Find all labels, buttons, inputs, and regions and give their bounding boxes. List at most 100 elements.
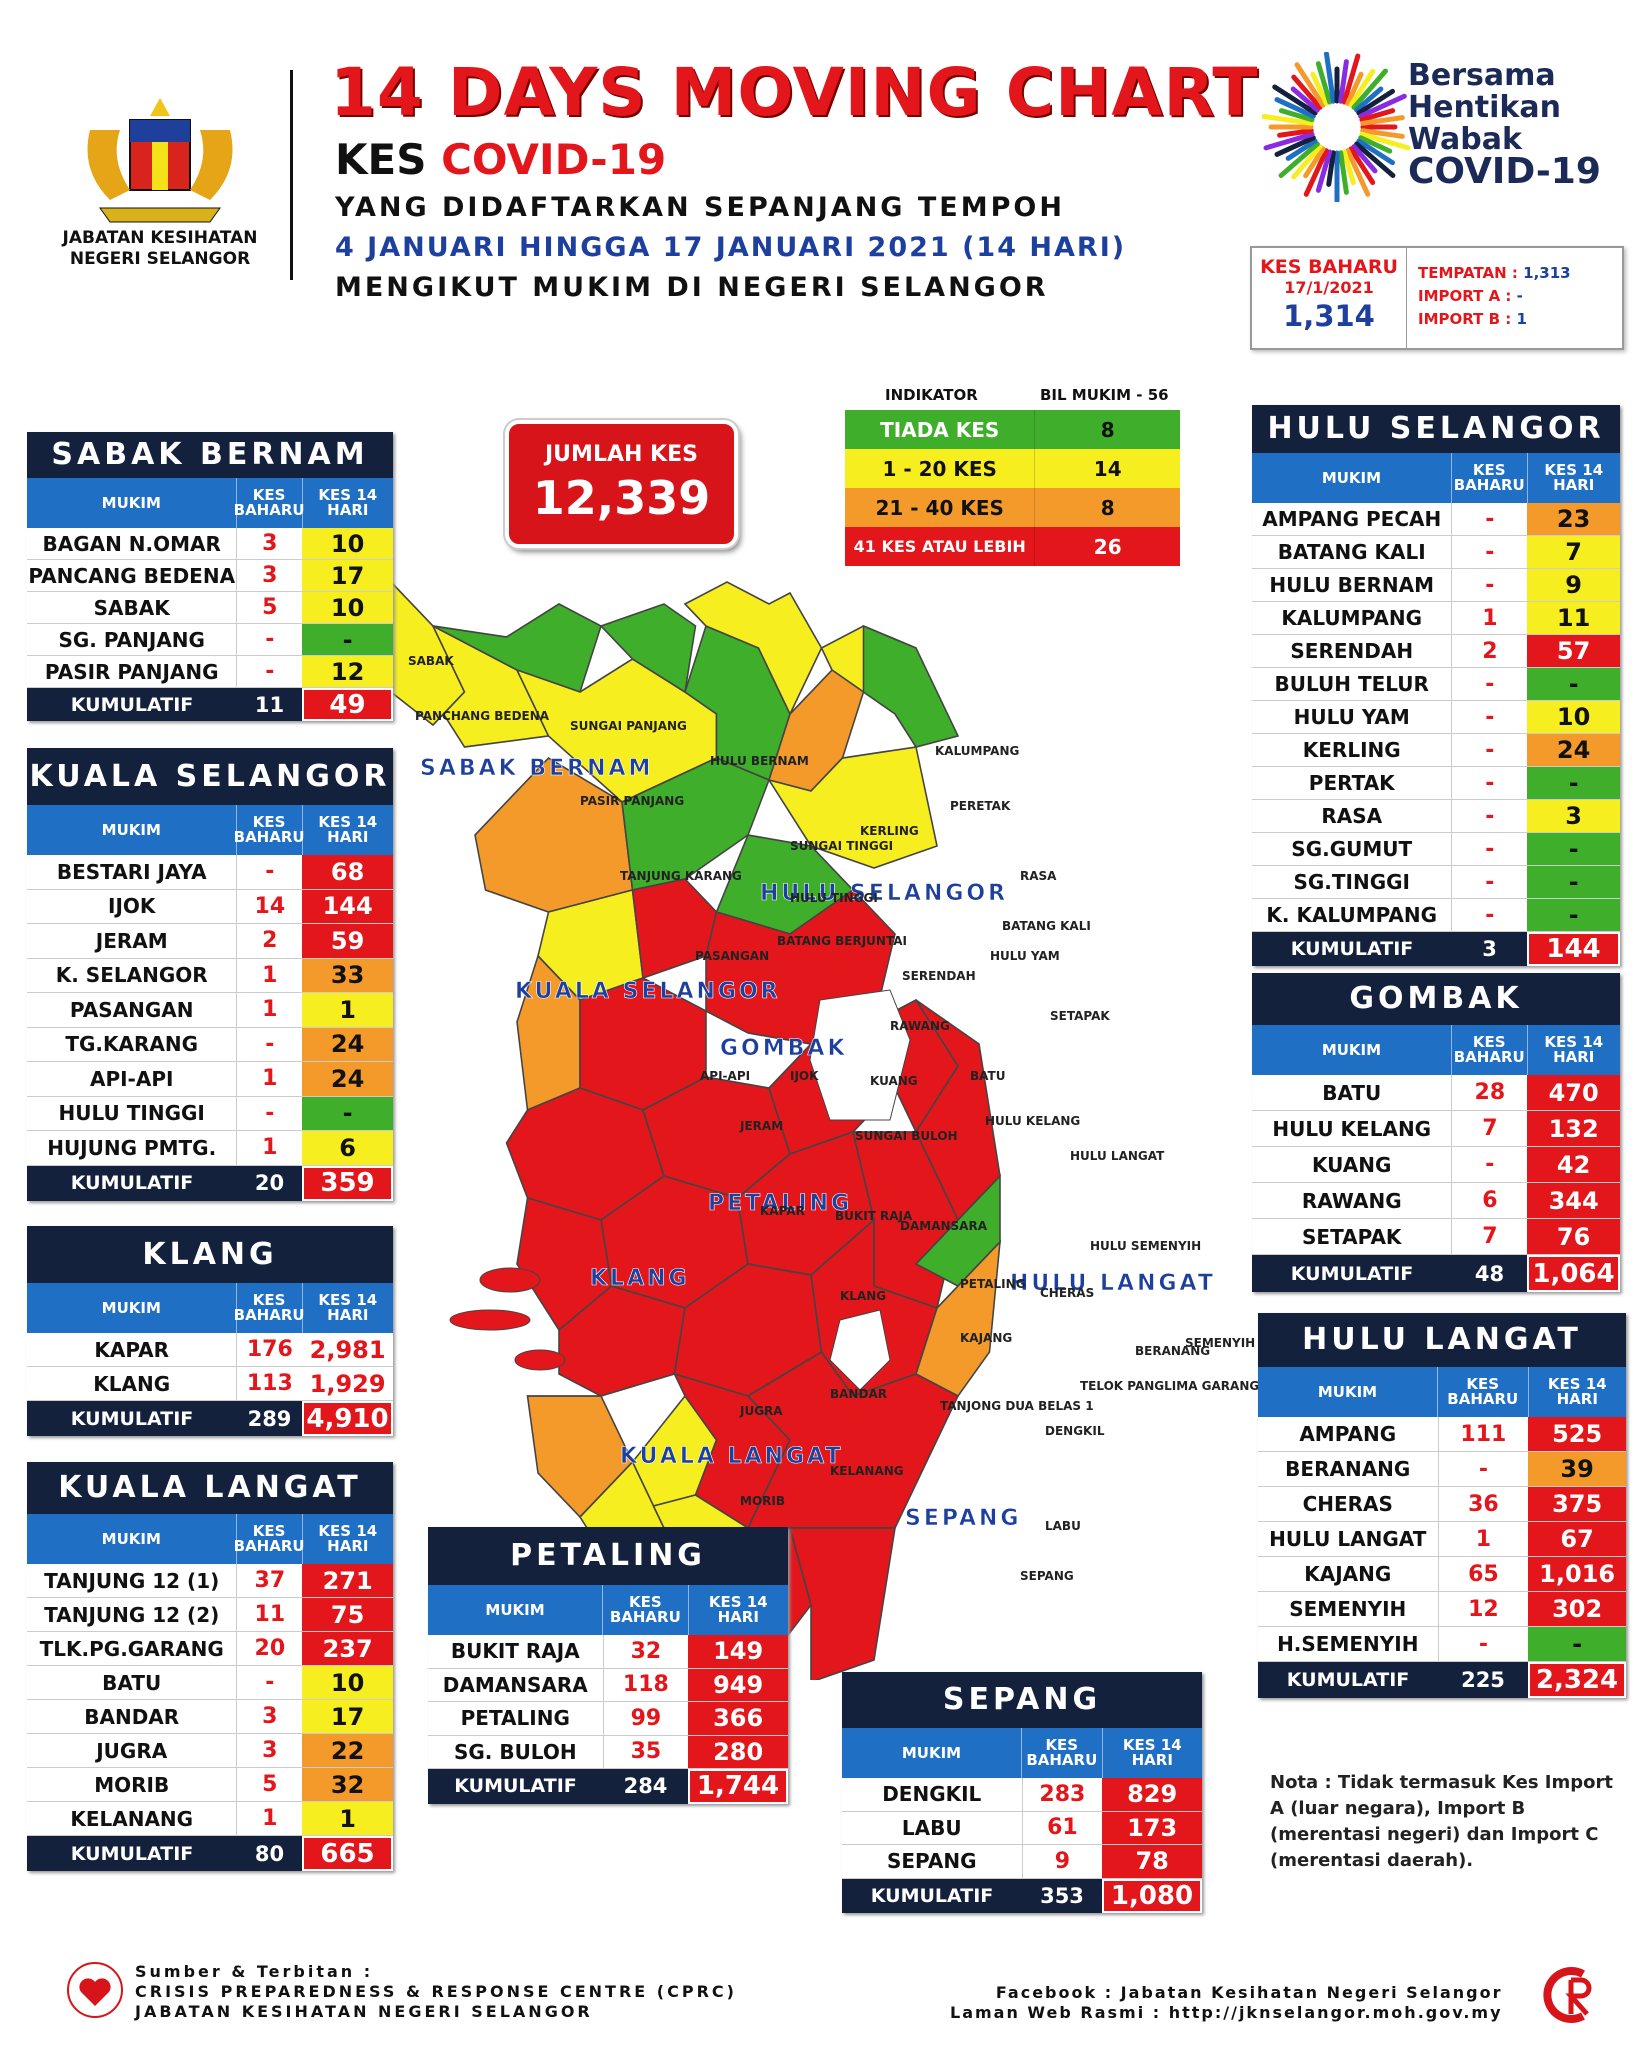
column-headers: MUKIM KES BAHARU KES 14 HARI	[1252, 453, 1620, 503]
mukim-name: TANJUNG 12 (1)	[44, 1568, 220, 1593]
map-mukim-label: JERAM	[739, 1119, 783, 1133]
mukim-name: HUJUNG PMTG.	[47, 1135, 217, 1160]
cumulative-new: 80	[254, 1841, 285, 1866]
map-mukim-label: TANJONG DUA BELAS 1	[940, 1399, 1094, 1413]
logo-ray	[1345, 148, 1371, 197]
table-hulu-selangor: HULU SELANGOR MUKIM KES BAHARU KES 14 HARI A…	[1252, 405, 1620, 966]
table-row: SG.TINGGI - -	[1252, 866, 1620, 899]
logo-ray	[1345, 71, 1364, 106]
column-header-baharu: KES BAHARU	[234, 805, 305, 855]
cumulative-new: 353	[1040, 1883, 1084, 1908]
mukim-name: HULU KELANG	[1272, 1116, 1432, 1141]
table-row: BATU 28 470	[1252, 1075, 1620, 1111]
column-headers: MUKIM KES BAHARU KES 14 HARI	[1252, 1025, 1620, 1075]
column-header-hari: KES 14 HARI	[1527, 1367, 1626, 1417]
district-title: KUALA LANGAT	[27, 1462, 393, 1514]
table-row: PETALING 99 366	[428, 1702, 788, 1736]
cumulative-row: KUMULATIF 80 665	[27, 1836, 393, 1871]
cases-14-days: 7	[1527, 536, 1620, 568]
cases-14-days: 237	[302, 1632, 393, 1665]
new-cases: 11	[236, 1598, 302, 1631]
table-row: TG.KARANG -24	[27, 1027, 393, 1062]
indicator-row: 21 - 40 KES 8	[845, 488, 1180, 527]
district-title: SABAK BERNAM	[27, 432, 393, 478]
new-cases: 1	[236, 993, 302, 1027]
indicator-range: TIADA KES	[880, 417, 1000, 442]
mukim-name: RAWANG	[1301, 1188, 1402, 1213]
cases-14-days: -	[302, 624, 393, 655]
map-mukim-label: HULU LANGAT	[1070, 1149, 1165, 1163]
map-mukim-label: KERLING	[860, 824, 919, 838]
new-cases: -	[1437, 1452, 1529, 1486]
map-mukim-label: API-API	[700, 1069, 750, 1083]
map-mukim-label: CHERAS	[1040, 1286, 1094, 1300]
cumulative-row: KUMULATIF 48 1,064	[1252, 1255, 1620, 1292]
logo-ray	[1278, 141, 1320, 178]
cases-14-days: 375	[1528, 1487, 1626, 1521]
mukim-name: SEPANG	[886, 1849, 977, 1874]
new-cases: 3	[236, 1734, 302, 1767]
map-district-label: KUALA SELANGOR	[515, 979, 781, 1004]
column-headers: MUKIM KES BAHARU KES 14 HARI	[27, 478, 393, 528]
mukim-region	[599, 603, 697, 694]
column-header-mukim: MUKIM	[1321, 1040, 1382, 1059]
footnote: Nota : Tidak termasuk Kes Import A (luar…	[1270, 1772, 1613, 1871]
table-row: SG. PANJANG - -	[27, 624, 393, 656]
cases-14-days: 525	[1528, 1417, 1626, 1451]
logo-ray	[1290, 86, 1320, 113]
map-mukim-label: JUGRA	[739, 1404, 783, 1418]
logo-ray	[1356, 88, 1396, 116]
new-cases: 7	[1451, 1219, 1527, 1254]
table-row: BUKIT RAJA 32 149	[428, 1635, 788, 1669]
cumulative-row: KUMULATIF 225 2,324	[1258, 1662, 1626, 1698]
table-row: RAWANG 6 344	[1252, 1183, 1620, 1219]
cases-14-days: -	[1527, 767, 1620, 799]
table-row: AMPANG 111 525	[1258, 1417, 1626, 1452]
cumulative-label: KUMULATIF	[1290, 938, 1414, 960]
logo-ray	[1315, 61, 1333, 105]
mukim-name: BATU	[102, 1670, 162, 1695]
table-row: BULUH TELUR - -	[1252, 668, 1620, 701]
mukim-name: HULU YAM	[1293, 705, 1410, 729]
district-title: KUALA SELANGOR	[27, 748, 393, 805]
new-cases: -	[1451, 569, 1527, 601]
logo-ray	[1262, 113, 1314, 126]
table-row: DENGKIL 283 829	[842, 1778, 1202, 1812]
mukim-region	[767, 746, 938, 869]
table-row: JUGRA 3 22	[27, 1734, 393, 1768]
new-cases: 7	[1451, 1111, 1527, 1146]
table-row: BAGAN N.OMAR 3 10	[27, 528, 393, 560]
table-klang: KLANG MUKIM KES BAHARU KES 14 HARI KAPAR 176 2…	[27, 1226, 393, 1436]
new-cases-breakdown: TEMPATAN : 1,313 IMPORT A : - IMPORT B :…	[1418, 264, 1571, 328]
map-mukim-label: RASA	[1020, 869, 1057, 883]
mukim-name: HULU LANGAT	[1269, 1527, 1427, 1551]
table-row: PANCANG BEDENA 3 17	[27, 560, 393, 592]
new-cases: 35	[602, 1735, 689, 1768]
table-row: DAMANSARA 118 949	[428, 1668, 788, 1702]
mukim-name: SEMENYIH	[1289, 1597, 1407, 1621]
indicator-count: 8	[1034, 488, 1180, 527]
mukim-name: TANJUNG 12 (2)	[44, 1602, 220, 1627]
new-cases: 3	[236, 560, 302, 591]
cases-14-days: 302	[1528, 1592, 1626, 1626]
cases-14-days: 75	[302, 1598, 393, 1631]
agency-name: JABATAN KESIHATAN NEGERI SELANGOR	[62, 228, 258, 269]
table-row: HULU TINGGI - -	[27, 1096, 393, 1131]
website-link[interactable]: Laman Web Rasmi : http://jknselangor.moh…	[950, 2003, 1503, 2022]
cases-14-days: 10	[1527, 701, 1620, 733]
logo-ray	[1303, 148, 1329, 197]
mukim-name: API-API	[89, 1066, 174, 1091]
new-cases: -	[1451, 503, 1527, 535]
cumulative-row: KUMULATIF 289 4,910	[27, 1401, 393, 1436]
mukim-name: BULUH TELUR	[1274, 672, 1429, 696]
new-cases: -	[1451, 1147, 1527, 1182]
column-header-hari: KES 14 HARI	[687, 1585, 788, 1635]
map-mukim-label: PANCHANG BEDENA	[415, 709, 550, 723]
facebook-link[interactable]: Facebook : Jabatan Kesihatan Negeri Sela…	[995, 1983, 1503, 2002]
column-header-hari: KES 14 HARI	[1526, 1025, 1621, 1075]
mukim-name: KAPAR	[94, 1337, 170, 1362]
mukim-name: KERLING	[1302, 738, 1401, 762]
column-header-hari: KES 14 HARI	[301, 478, 393, 528]
cases-14-days: -	[302, 1096, 393, 1130]
new-cases: 99	[602, 1702, 689, 1735]
